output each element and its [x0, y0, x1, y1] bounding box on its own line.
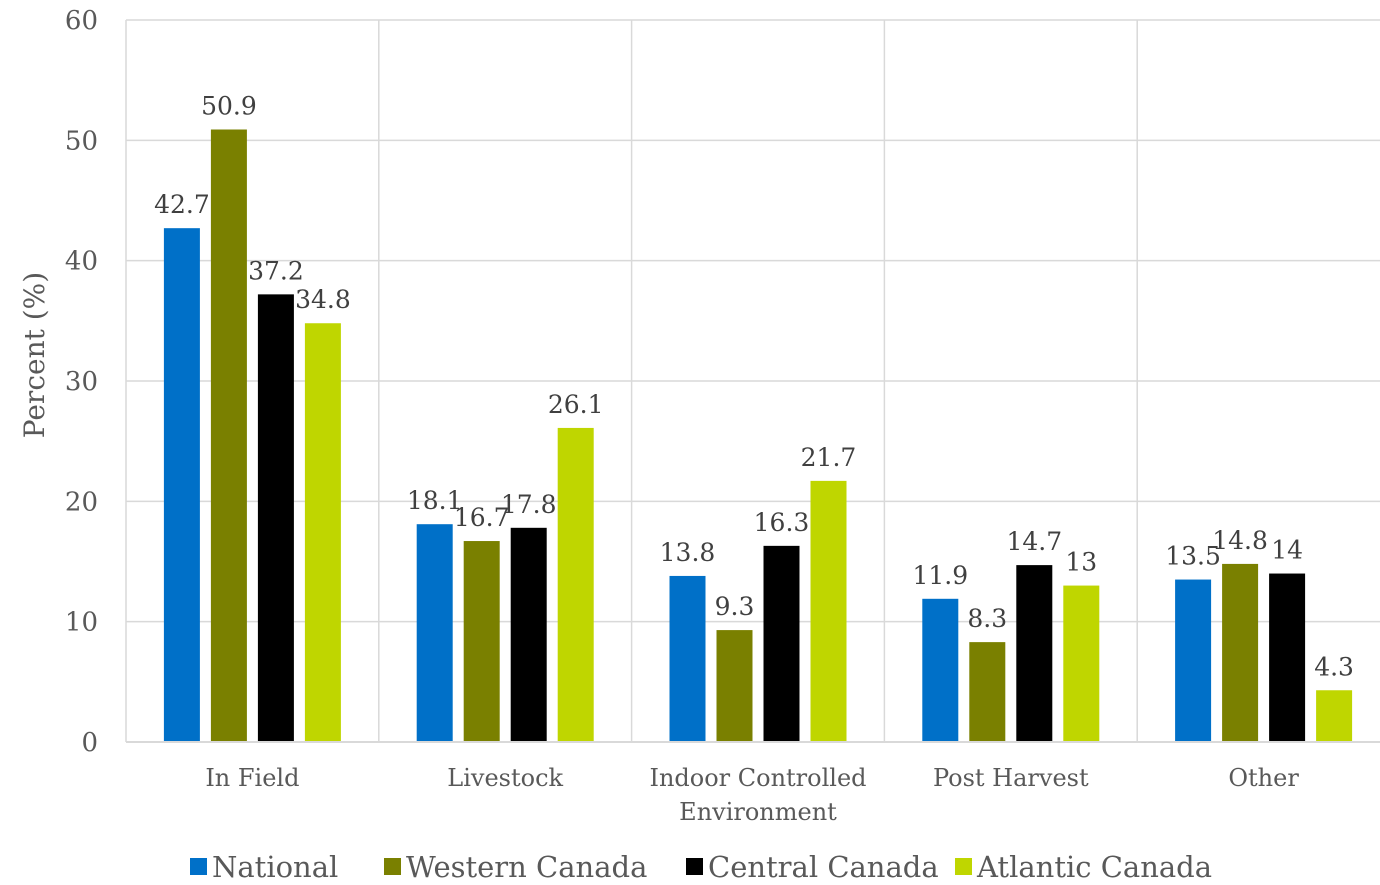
bar — [716, 630, 753, 742]
bar — [969, 642, 1006, 742]
bar — [463, 541, 500, 742]
legend-label: Western Canada — [406, 850, 647, 884]
bar — [416, 524, 453, 742]
data-label: 4.3 — [1314, 652, 1354, 681]
data-label: 14.7 — [1006, 527, 1062, 556]
data-label: 26.1 — [548, 390, 604, 419]
bar — [669, 575, 706, 742]
bar — [763, 545, 800, 742]
data-label: 13.5 — [1165, 542, 1221, 571]
bars — [163, 129, 1353, 743]
data-label: 13 — [1065, 548, 1097, 577]
legend-swatch — [955, 858, 972, 875]
legend-swatch — [686, 858, 703, 875]
y-tick-label: 10 — [65, 608, 98, 638]
data-label: 13.8 — [660, 538, 716, 567]
y-tick-label: 20 — [65, 487, 98, 517]
y-tick-label: 60 — [65, 6, 98, 36]
data-label: 9.3 — [715, 592, 755, 621]
data-label: 37.2 — [248, 256, 304, 285]
y-tick-label: 40 — [65, 247, 98, 277]
y-tick-label: 30 — [65, 367, 98, 397]
data-label: 21.7 — [801, 443, 857, 472]
bar — [510, 527, 547, 742]
bar — [1316, 690, 1353, 742]
data-label: 8.3 — [967, 604, 1007, 633]
legend: National Western Canada Central Canada Atla… — [190, 850, 1212, 884]
bar — [1175, 579, 1212, 742]
x-category-label: Other — [1228, 764, 1299, 792]
bar — [1063, 585, 1100, 742]
data-label: 17.8 — [501, 490, 557, 519]
y-tick-label: 50 — [65, 126, 98, 156]
bar — [1269, 573, 1306, 742]
legend-swatch — [384, 858, 401, 875]
data-labels: 42.7 50.9 37.234.8 18.116.717.8 26.1 13.8 9.3 1… — [154, 92, 1354, 682]
x-category-label: Post Harvest — [933, 764, 1089, 792]
data-label: 50.9 — [201, 92, 257, 121]
data-label: 16.7 — [454, 503, 510, 532]
x-category-label: Indoor Controlled Environment — [649, 764, 866, 826]
data-label: 16.3 — [754, 508, 810, 537]
bar — [557, 427, 594, 742]
bar — [810, 480, 847, 742]
y-tick-label: 0 — [81, 728, 98, 758]
data-label: 11.9 — [912, 561, 968, 590]
data-label: 14 — [1271, 536, 1303, 565]
bar — [257, 294, 294, 742]
bar — [1016, 565, 1053, 742]
x-category-label: In Field — [205, 764, 299, 792]
legend-label: Atlantic Canada — [976, 850, 1212, 884]
data-label: 42.7 — [154, 190, 210, 219]
bar — [922, 598, 959, 742]
bar — [304, 323, 341, 742]
axes: 0 10 20 30 40 50 60 In Field Livestock Indoor Con… — [65, 6, 1380, 826]
data-label: 18.1 — [407, 486, 463, 515]
bar — [210, 129, 247, 743]
bar — [163, 228, 200, 743]
data-label: 14.8 — [1212, 526, 1268, 555]
legend-swatch — [190, 858, 207, 875]
legend-label: National — [212, 850, 338, 884]
x-category-label: Livestock — [447, 764, 563, 792]
data-label: 34.8 — [295, 285, 351, 314]
y-axis-title: Percent (%) — [18, 272, 51, 438]
legend-label: Central Canada — [708, 850, 939, 884]
bar — [1222, 563, 1259, 742]
